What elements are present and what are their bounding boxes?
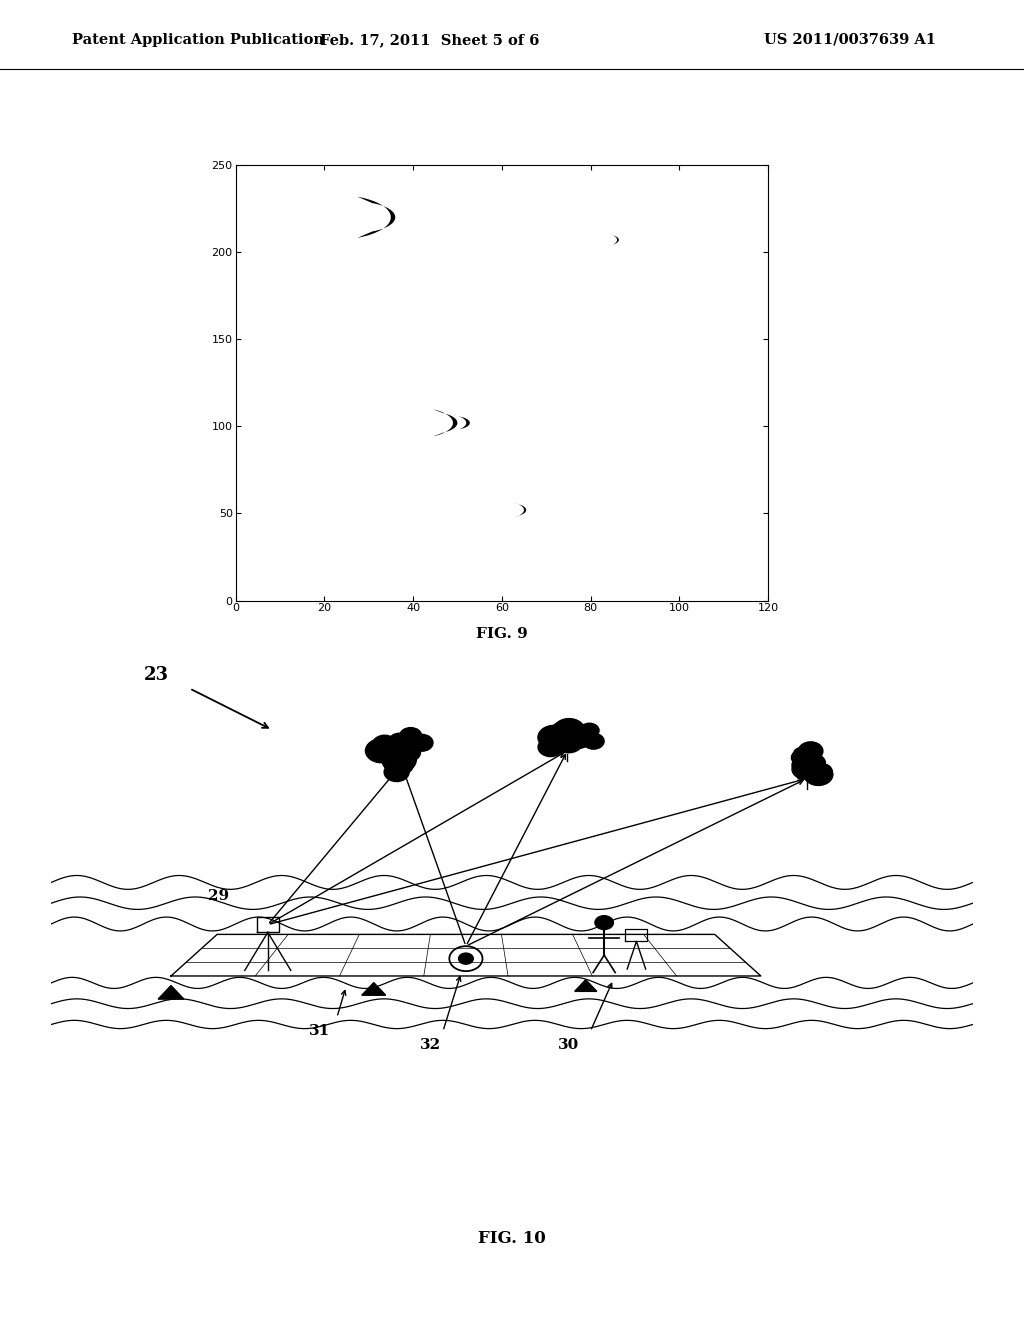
Circle shape bbox=[395, 744, 418, 762]
Circle shape bbox=[399, 727, 422, 744]
Circle shape bbox=[802, 754, 818, 766]
Circle shape bbox=[373, 735, 397, 754]
Circle shape bbox=[800, 760, 821, 776]
Circle shape bbox=[553, 718, 585, 742]
Circle shape bbox=[557, 727, 582, 746]
Circle shape bbox=[555, 719, 580, 738]
Circle shape bbox=[389, 733, 410, 748]
Circle shape bbox=[562, 731, 584, 747]
Polygon shape bbox=[361, 982, 386, 995]
Circle shape bbox=[384, 763, 410, 781]
Polygon shape bbox=[158, 986, 184, 999]
Circle shape bbox=[392, 743, 417, 762]
Circle shape bbox=[557, 733, 570, 743]
Polygon shape bbox=[514, 503, 526, 517]
Circle shape bbox=[794, 747, 810, 760]
Circle shape bbox=[389, 748, 416, 767]
Circle shape bbox=[561, 727, 588, 747]
Circle shape bbox=[554, 729, 581, 748]
Circle shape bbox=[793, 763, 811, 777]
Text: 32: 32 bbox=[420, 1038, 441, 1052]
Text: 31: 31 bbox=[309, 1024, 331, 1038]
Circle shape bbox=[799, 742, 823, 760]
Circle shape bbox=[793, 759, 819, 779]
Polygon shape bbox=[433, 409, 458, 437]
Text: FIG. 10: FIG. 10 bbox=[478, 1230, 546, 1246]
Text: 30: 30 bbox=[558, 1038, 580, 1052]
Circle shape bbox=[411, 734, 433, 751]
Circle shape bbox=[812, 764, 833, 779]
Polygon shape bbox=[459, 416, 470, 429]
Polygon shape bbox=[609, 234, 618, 246]
Circle shape bbox=[366, 739, 397, 763]
Circle shape bbox=[375, 738, 408, 762]
Circle shape bbox=[382, 747, 417, 772]
Polygon shape bbox=[574, 979, 597, 991]
Circle shape bbox=[538, 726, 570, 750]
Text: 29: 29 bbox=[208, 888, 229, 903]
Circle shape bbox=[395, 733, 416, 748]
Circle shape bbox=[555, 729, 581, 748]
Text: 23: 23 bbox=[143, 665, 168, 684]
Circle shape bbox=[459, 953, 473, 964]
Circle shape bbox=[538, 738, 563, 756]
Circle shape bbox=[554, 726, 582, 747]
Circle shape bbox=[554, 731, 583, 752]
Circle shape bbox=[800, 755, 820, 770]
Circle shape bbox=[551, 722, 578, 742]
Circle shape bbox=[395, 743, 421, 762]
Circle shape bbox=[583, 734, 604, 750]
Text: US 2011/0037639 A1: US 2011/0037639 A1 bbox=[764, 33, 936, 48]
Circle shape bbox=[391, 743, 410, 756]
Circle shape bbox=[792, 750, 812, 766]
Circle shape bbox=[804, 764, 833, 785]
Circle shape bbox=[555, 735, 573, 748]
Circle shape bbox=[383, 751, 412, 774]
Circle shape bbox=[561, 725, 593, 748]
Text: Patent Application Publication: Patent Application Publication bbox=[72, 33, 324, 48]
Circle shape bbox=[792, 755, 819, 775]
Circle shape bbox=[580, 723, 599, 738]
Text: FIG. 9: FIG. 9 bbox=[476, 627, 527, 640]
Text: Feb. 17, 2011  Sheet 5 of 6: Feb. 17, 2011 Sheet 5 of 6 bbox=[321, 33, 540, 48]
Circle shape bbox=[798, 764, 817, 779]
Circle shape bbox=[384, 748, 407, 766]
Circle shape bbox=[806, 759, 817, 768]
Circle shape bbox=[801, 754, 825, 772]
Polygon shape bbox=[357, 197, 395, 238]
Circle shape bbox=[389, 741, 416, 760]
Circle shape bbox=[394, 746, 409, 756]
Circle shape bbox=[595, 916, 613, 929]
Circle shape bbox=[390, 744, 409, 758]
Circle shape bbox=[390, 756, 413, 775]
Circle shape bbox=[558, 731, 575, 744]
